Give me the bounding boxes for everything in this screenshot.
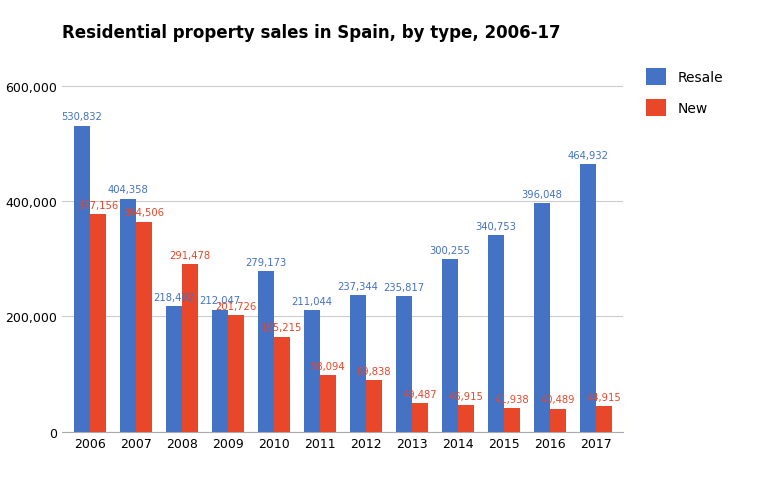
- Text: 165,215: 165,215: [261, 323, 302, 333]
- Text: 40,489: 40,489: [541, 395, 575, 405]
- Bar: [366, 380, 382, 432]
- Text: 464,932: 464,932: [567, 150, 608, 160]
- Bar: [458, 405, 474, 432]
- Text: 291,478: 291,478: [169, 250, 210, 260]
- Text: 396,048: 396,048: [521, 190, 562, 200]
- Legend: Resale, New: Resale, New: [641, 64, 728, 120]
- Text: 237,344: 237,344: [337, 281, 378, 291]
- Text: 41,938: 41,938: [495, 394, 529, 404]
- Text: 340,753: 340,753: [475, 222, 516, 232]
- Text: 98,094: 98,094: [311, 361, 345, 372]
- Bar: [182, 264, 198, 432]
- Text: 377,156: 377,156: [77, 201, 118, 211]
- Bar: [488, 236, 504, 432]
- Bar: [258, 271, 273, 432]
- Text: 218,402: 218,402: [153, 292, 194, 302]
- Bar: [166, 306, 182, 432]
- Text: 211,044: 211,044: [291, 297, 332, 306]
- Bar: [396, 296, 412, 432]
- Text: Residential property sales in Spain, by type, 2006-17: Residential property sales in Spain, by …: [62, 24, 561, 42]
- Bar: [74, 126, 90, 432]
- Text: 300,255: 300,255: [429, 245, 471, 255]
- Bar: [304, 311, 319, 432]
- Text: 235,817: 235,817: [383, 282, 425, 292]
- Bar: [319, 375, 336, 432]
- Bar: [504, 408, 520, 432]
- Text: 44,915: 44,915: [587, 392, 621, 402]
- Bar: [412, 404, 428, 432]
- Text: 404,358: 404,358: [108, 185, 148, 195]
- Text: 49,487: 49,487: [403, 389, 437, 399]
- Bar: [534, 204, 550, 432]
- Text: 279,173: 279,173: [245, 257, 287, 267]
- Bar: [350, 295, 366, 432]
- Text: 212,047: 212,047: [199, 296, 241, 306]
- Bar: [550, 408, 566, 432]
- Text: 46,915: 46,915: [448, 391, 483, 401]
- Bar: [90, 215, 106, 432]
- Bar: [136, 222, 152, 432]
- Text: 89,838: 89,838: [357, 366, 391, 376]
- Bar: [442, 259, 458, 432]
- Bar: [212, 310, 227, 432]
- Bar: [580, 164, 596, 432]
- Bar: [596, 406, 612, 432]
- Text: 364,506: 364,506: [123, 208, 164, 218]
- Bar: [227, 316, 244, 432]
- Bar: [120, 199, 136, 432]
- Text: 530,832: 530,832: [62, 112, 102, 122]
- Bar: [273, 337, 290, 432]
- Text: 201,726: 201,726: [215, 302, 256, 312]
